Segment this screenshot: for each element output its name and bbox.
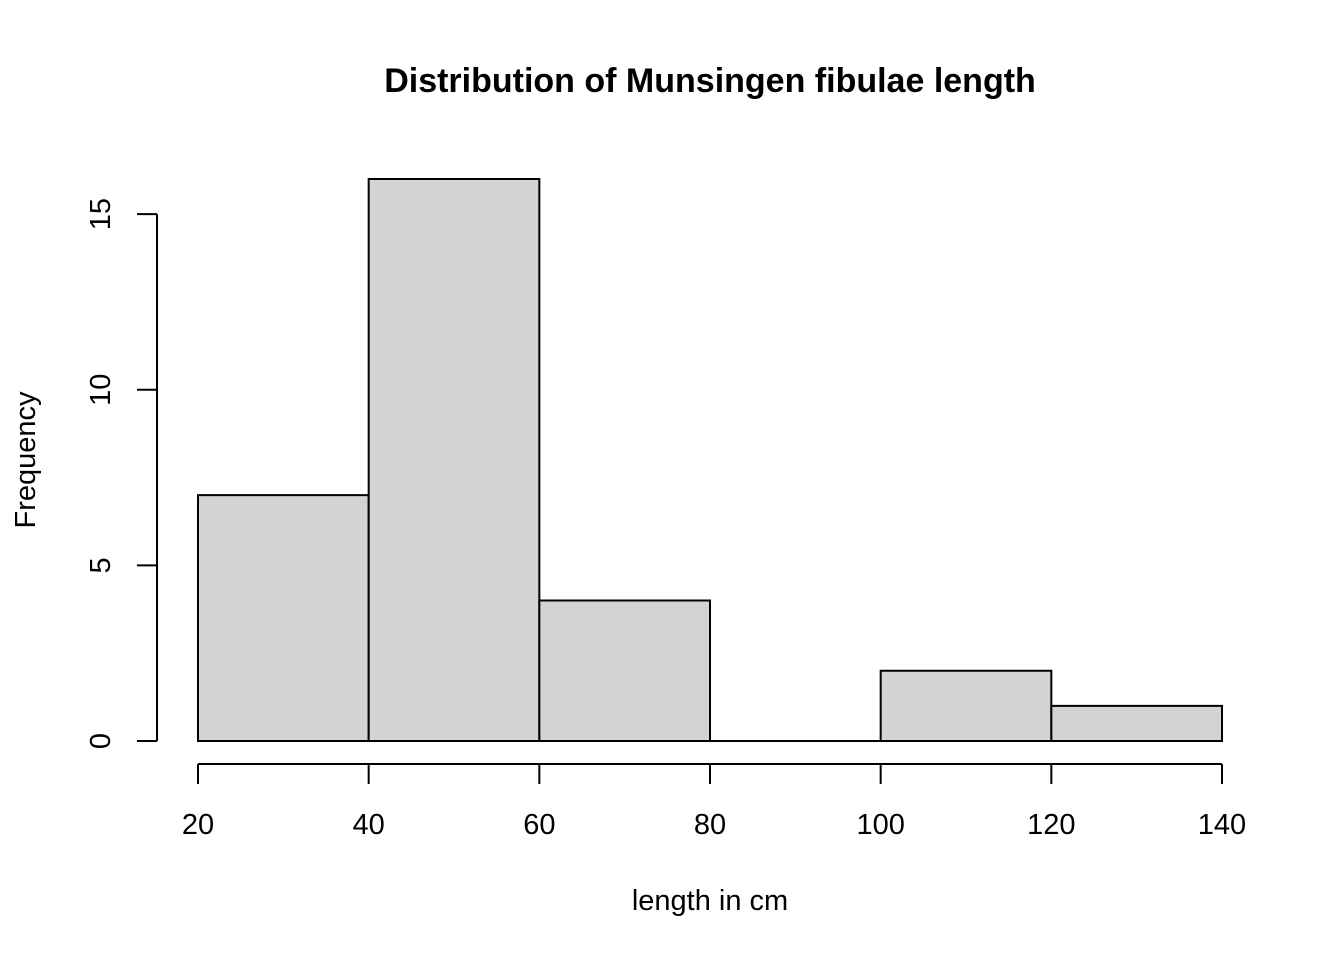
chart-title: Distribution of Munsingen fibulae length bbox=[384, 62, 1036, 100]
x-tick-label-3: 80 bbox=[694, 809, 726, 841]
x-tick-label-1: 40 bbox=[353, 809, 385, 841]
x-tick-label-2: 60 bbox=[523, 809, 555, 841]
bars-group bbox=[197, 178, 1224, 742]
x-tick-label-0: 20 bbox=[182, 809, 214, 841]
histogram-bar-5 bbox=[1050, 704, 1224, 742]
x-axis-label: length in cm bbox=[632, 885, 788, 917]
y-tick-label-3: 15 bbox=[85, 198, 117, 230]
y-tick-label-0: 0 bbox=[85, 733, 117, 749]
histogram-bar-2 bbox=[538, 599, 711, 742]
x-axis: 20 40 60 80 100 120 140 bbox=[182, 763, 1246, 841]
histogram-bar-4 bbox=[879, 669, 1053, 742]
x-tick-label-5: 120 bbox=[1027, 809, 1075, 841]
histogram-bar-0 bbox=[197, 494, 370, 742]
y-tick-label-1: 5 bbox=[85, 557, 117, 573]
histogram-bar-1 bbox=[367, 178, 541, 742]
y-axis-label: Frequency bbox=[10, 391, 42, 529]
y-axis: 0 5 10 15 bbox=[85, 198, 158, 749]
y-tick-label-2: 10 bbox=[85, 374, 117, 406]
x-tick-label-4: 100 bbox=[856, 809, 904, 841]
x-tick-label-6: 140 bbox=[1198, 809, 1246, 841]
